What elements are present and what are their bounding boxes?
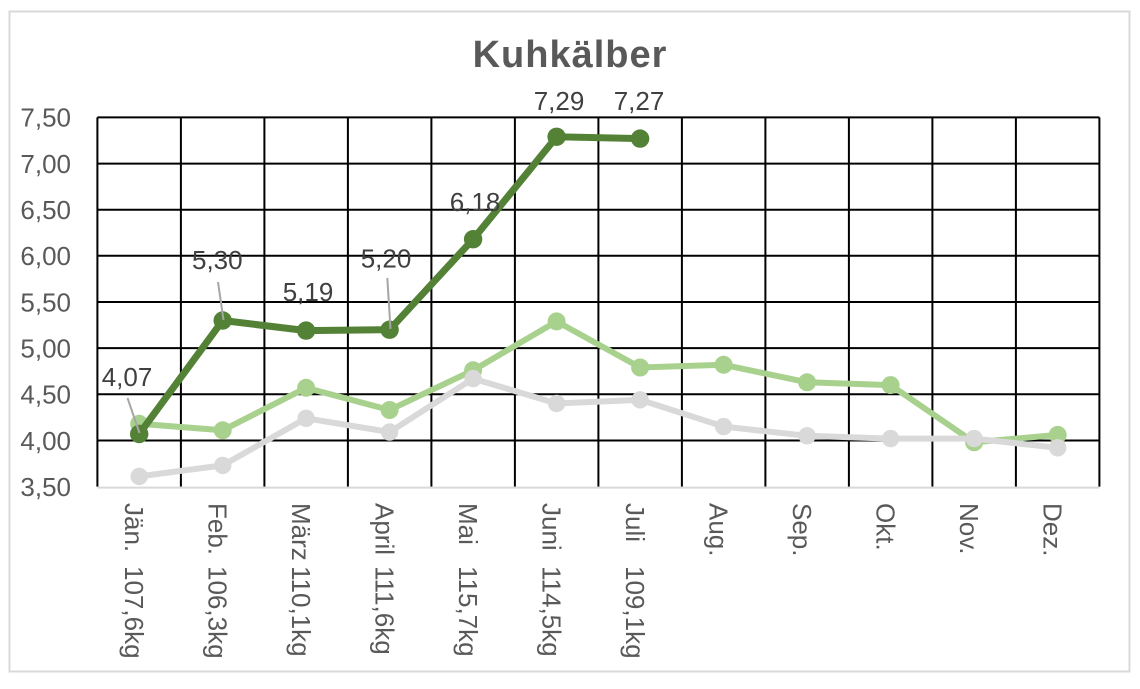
svg-text:6,18: 6,18 [450, 187, 501, 217]
svg-text:April111,6kg: April111,6kg [370, 503, 400, 655]
svg-text:5,30: 5,30 [192, 245, 243, 275]
svg-text:Kuhkälber: Kuhkälber [473, 34, 668, 76]
svg-text:5,19: 5,19 [283, 277, 334, 307]
svg-text:Nov.: Nov. [954, 503, 984, 555]
svg-text:6,00: 6,00 [20, 241, 71, 271]
svg-text:Mai115,7kg: Mai115,7kg [453, 503, 483, 657]
svg-text:Sep.: Sep. [787, 503, 817, 557]
svg-text:4,00: 4,00 [20, 426, 71, 456]
svg-text:Okt.: Okt. [871, 503, 901, 551]
svg-text:7,29: 7,29 [534, 86, 585, 116]
svg-text:5,00: 5,00 [20, 333, 71, 363]
svg-text:Feb.106,3kg: Feb.106,3kg [203, 503, 233, 659]
svg-text:5,20: 5,20 [361, 244, 412, 274]
svg-text:4,50: 4,50 [20, 380, 71, 410]
svg-text:7,27: 7,27 [614, 86, 665, 116]
svg-text:Dez.: Dez. [1038, 503, 1068, 556]
svg-text:7,50: 7,50 [20, 103, 71, 133]
svg-text:3,50: 3,50 [20, 472, 71, 502]
svg-text:Jän.107,6kg: Jän.107,6kg [119, 503, 149, 659]
svg-text:7,00: 7,00 [20, 149, 71, 179]
svg-text:6,50: 6,50 [20, 195, 71, 225]
svg-text:4,07: 4,07 [102, 362, 153, 392]
svg-text:März110,1kg: März110,1kg [286, 503, 316, 657]
svg-text:Juni114,5kg: Juni114,5kg [537, 503, 567, 657]
svg-text:Aug.: Aug. [704, 503, 734, 557]
svg-text:5,50: 5,50 [20, 287, 71, 317]
svg-text:Juli109,1kg: Juli109,1kg [620, 503, 650, 659]
